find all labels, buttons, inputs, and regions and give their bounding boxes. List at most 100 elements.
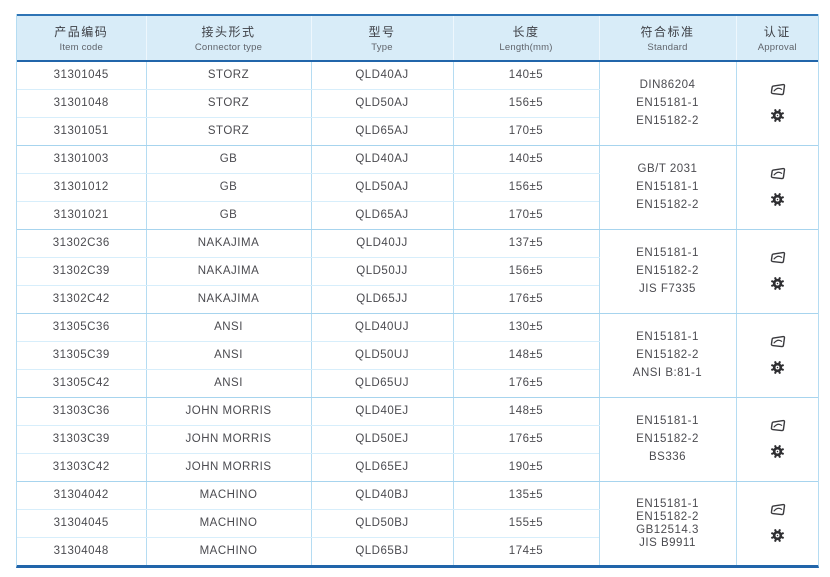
- connector-type-cell: MACHINO: [145, 537, 311, 565]
- header-standard-en: Standard: [647, 42, 688, 53]
- type-cell: QLD65JJ: [310, 285, 453, 314]
- header-length-zh: 长度: [512, 25, 540, 39]
- item-code-cell: 31301003: [17, 145, 146, 174]
- connector-type-cell: GB: [145, 145, 311, 174]
- standard-cell: EN15181-1 EN15182-2 BS336: [598, 397, 736, 482]
- standard-line: EN15182-2: [636, 199, 699, 211]
- type-cell: QLD65AJ: [310, 201, 453, 230]
- connector-type-cell: NAKAJIMA: [145, 285, 311, 314]
- type-cell: QLD40UJ: [310, 313, 453, 342]
- header-connector-type: 接头形式 Connector type: [145, 14, 311, 62]
- length-cell: 155±5: [452, 509, 599, 538]
- type-cell: QLD50UJ: [310, 341, 453, 370]
- table-row: 31304048 MACHINO QLD65BJ 174±5: [17, 537, 818, 565]
- approval-cell: [735, 397, 818, 482]
- table-row: 31302C39 NAKAJIMA QLD50JJ 156±5: [17, 257, 818, 286]
- type-cell: QLD50AJ: [310, 173, 453, 202]
- connector-type-cell: JOHN MORRIS: [145, 425, 311, 454]
- table-row: 31305C39 ANSI QLD50UJ 148±5: [17, 341, 818, 370]
- connector-type-cell: STORZ: [145, 61, 311, 90]
- item-code-cell: 31302C36: [17, 229, 146, 258]
- length-cell: 170±5: [452, 201, 599, 230]
- table-row: 31301003 GB QLD40AJ 140±5 GB/T 2031 EN15181-1…: [17, 145, 818, 230]
- standard-line: JIS B9911: [639, 536, 696, 549]
- table-row: 31303C42 JOHN MORRIS QLD65EJ 190±5: [17, 453, 818, 482]
- length-cell: 190±5: [452, 453, 599, 482]
- standard-cell: GB/T 2031 EN15181-1 EN15182-2: [598, 145, 736, 230]
- length-cell: 156±5: [452, 89, 599, 118]
- header-type-en: Type: [371, 42, 393, 53]
- type-cell: QLD65UJ: [310, 369, 453, 398]
- table-row: 31302C36 NAKAJIMA QLD40JJ 137±5 EN15181-1 EN1…: [17, 229, 818, 314]
- standard-line: EN15182-2: [636, 265, 699, 277]
- type-cell: QLD65EJ: [310, 453, 453, 482]
- item-code-cell: 31301021: [17, 201, 146, 230]
- gear-badge-icon: [770, 444, 785, 459]
- connector-type-cell: ANSI: [145, 313, 311, 342]
- approval-cell: [735, 313, 818, 398]
- item-code-cell: 31305C36: [17, 313, 146, 342]
- item-code-cell: 31301045: [17, 61, 146, 90]
- table-body: 31301045 STORZ QLD40AJ 140±5 DIN86204 EN15181…: [17, 61, 818, 565]
- type-cell: QLD50BJ: [310, 509, 453, 538]
- certificate-stamp-icon: [768, 335, 787, 351]
- type-cell: QLD50JJ: [310, 257, 453, 286]
- table-row: 31304042 MACHINO QLD40BJ 135±5 EN15181-1 EN15…: [17, 481, 818, 565]
- connector-type-cell: STORZ: [145, 89, 311, 118]
- item-code-cell: 31301048: [17, 89, 146, 118]
- connector-type-cell: ANSI: [145, 369, 311, 398]
- length-cell: 140±5: [452, 61, 599, 90]
- table-row: 31301021 GB QLD65AJ 170±5: [17, 201, 818, 230]
- table-row: 31301012 GB QLD50AJ 156±5: [17, 173, 818, 202]
- standard-line: GB12514.3: [636, 523, 699, 536]
- item-code-cell: 31303C36: [17, 397, 146, 426]
- table-row: 31305C42 ANSI QLD65UJ 176±5: [17, 369, 818, 398]
- standard-cell: DIN86204 EN15181-1 EN15182-2: [598, 61, 736, 146]
- length-cell: 137±5: [452, 229, 599, 258]
- connector-type-cell: STORZ: [145, 117, 311, 146]
- header-item-code-en: Item code: [59, 42, 103, 53]
- certificate-stamp-icon: [768, 167, 787, 183]
- connector-type-cell: NAKAJIMA: [145, 229, 311, 258]
- header-standard-zh: 符合标准: [640, 25, 695, 39]
- standard-line: EN15181-1: [636, 97, 699, 110]
- length-cell: 148±5: [452, 397, 599, 426]
- connector-type-cell: JOHN MORRIS: [145, 453, 311, 482]
- standard-line: GB/T 2031: [637, 163, 698, 175]
- gear-badge-icon: [770, 528, 785, 543]
- type-cell: QLD40JJ: [310, 229, 453, 258]
- type-cell: QLD40BJ: [310, 481, 453, 510]
- header-approval: 认证 Approval: [735, 14, 818, 62]
- standard-line: DIN86204: [639, 79, 696, 92]
- standard-line: EN15182-2: [636, 115, 699, 128]
- certificate-stamp-icon: [768, 419, 787, 435]
- standard-line: BS336: [648, 451, 687, 463]
- connector-type-cell: MACHINO: [145, 509, 311, 538]
- gear-badge-icon: [770, 108, 785, 123]
- connector-type-cell: MACHINO: [145, 481, 311, 510]
- standard-line: EN15182-2: [636, 433, 699, 445]
- standard-line: EN15182-2: [636, 349, 699, 361]
- product-table-container: 产品编码 Item code 接头形式 Connector type 型号 Ty…: [16, 14, 819, 568]
- standard-line: EN15181-1: [636, 497, 699, 510]
- header-standard: 符合标准 Standard: [598, 14, 736, 62]
- certificate-stamp-icon: [768, 83, 787, 99]
- length-cell: 174±5: [452, 537, 599, 565]
- header-length: 长度 Length(mm): [452, 14, 599, 62]
- gear-badge-icon: [770, 276, 785, 291]
- item-code-cell: 31302C42: [17, 285, 146, 314]
- length-cell: 156±5: [452, 257, 599, 286]
- standard-cell: EN15181-1 EN15182-2 JIS F7335: [598, 229, 736, 314]
- standard-cell: EN15181-1 EN15182-2 GB12514.3 JIS B9911: [598, 481, 736, 565]
- table-row: 31303C36 JOHN MORRIS QLD40EJ 148±5 EN15181-1…: [17, 397, 818, 482]
- gear-badge-icon: [770, 192, 785, 207]
- header-item-code-zh: 产品编码: [54, 25, 109, 39]
- table-row: 31303C39 JOHN MORRIS QLD50EJ 176±5: [17, 425, 818, 454]
- type-cell: QLD50AJ: [310, 89, 453, 118]
- item-code-cell: 31304045: [17, 509, 146, 538]
- type-cell: QLD40EJ: [310, 397, 453, 426]
- item-code-cell: 31302C39: [17, 257, 146, 286]
- certificate-stamp-icon: [768, 251, 787, 267]
- standard-line: EN15181-1: [636, 331, 699, 343]
- product-table: 产品编码 Item code 接头形式 Connector type 型号 Ty…: [17, 14, 818, 565]
